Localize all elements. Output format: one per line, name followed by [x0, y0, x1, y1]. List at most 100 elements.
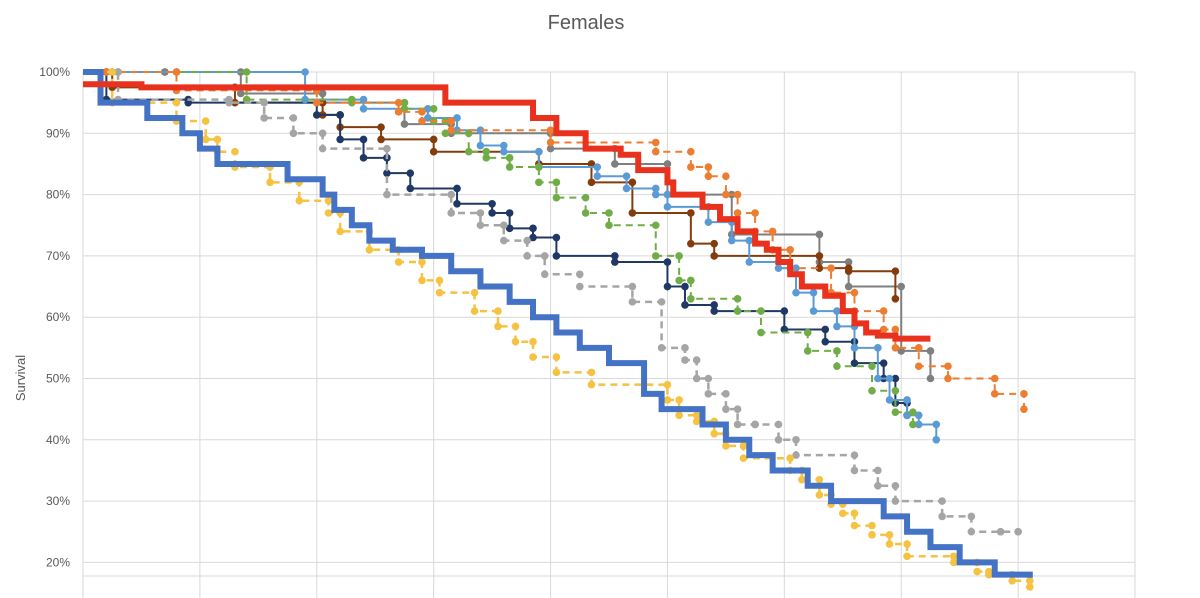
- series-yellow-point: [692, 411, 701, 420]
- series-yellow-point: [850, 509, 859, 518]
- series-brown-point: [628, 209, 637, 217]
- series-yellow-point: [1026, 576, 1034, 585]
- series-green-point: [482, 154, 491, 162]
- series-yellow-point: [692, 417, 701, 426]
- series-gray-dashed-point: [225, 98, 233, 107]
- series-yellow-point: [868, 521, 876, 530]
- series-yellow-point: [470, 288, 479, 297]
- series-brown: [83, 71, 897, 299]
- series-navy-point: [891, 374, 900, 383]
- series-brown-point: [844, 267, 853, 276]
- series-lightblue-point: [704, 218, 713, 226]
- series-gray-dashed-point: [733, 420, 742, 429]
- series-gray-dashed-point: [476, 209, 485, 217]
- series-lightblue-point: [932, 436, 941, 444]
- y-tick-label: 30%: [46, 494, 70, 508]
- series-yellow-point: [885, 540, 894, 548]
- series-gray-dashed-point: [289, 129, 298, 138]
- series-gray-dashed-point: [722, 390, 730, 398]
- series-yellow-point: [552, 353, 561, 361]
- series-navy-point: [710, 301, 718, 309]
- series-green-point: [441, 129, 450, 138]
- series-orange-point: [879, 307, 888, 315]
- series-green-point: [505, 163, 514, 171]
- series-yellow-point: [529, 353, 537, 361]
- series-yellow-point: [108, 68, 117, 76]
- series-yellow-point: [903, 552, 911, 561]
- series-yellow-point: [418, 258, 426, 266]
- series-navy-point: [681, 282, 689, 291]
- series-yellow-point: [663, 396, 672, 404]
- series-gray-dashed-point: [523, 252, 531, 260]
- series-green-point: [581, 209, 590, 217]
- series-yellow-point: [850, 521, 859, 530]
- series-yellow-point: [675, 411, 683, 420]
- series-brown-point: [587, 160, 596, 168]
- series-orange-point: [172, 68, 181, 76]
- series-yellow-point: [494, 322, 502, 331]
- series-lightblue-point: [833, 322, 841, 331]
- series-gray-dashed-point: [774, 436, 783, 444]
- series-yellow-point: [324, 209, 333, 217]
- series-navy-point: [488, 209, 496, 217]
- series-navy-point: [359, 135, 368, 144]
- series-gray-dashed-point: [575, 270, 584, 279]
- series-green-point: [535, 163, 543, 171]
- series-gray-dashed-point: [383, 144, 391, 153]
- series-gray-solid-point: [546, 144, 555, 153]
- series-navy-point: [312, 111, 321, 119]
- series-lightblue-point: [359, 104, 368, 113]
- series-orange-point: [990, 390, 999, 398]
- series-gray-solid-point: [611, 160, 619, 168]
- series-lightblue-point: [874, 344, 882, 352]
- series-navy-point: [821, 337, 830, 346]
- y-axis-title: Survival: [13, 355, 28, 401]
- series-lightblue-point: [651, 184, 660, 193]
- series-gray-dashed-point: [938, 512, 946, 521]
- series-gray-solid-point: [815, 230, 824, 239]
- series-navy-point: [780, 325, 789, 334]
- series-yellow-point: [786, 454, 794, 462]
- series-navy-point: [681, 301, 689, 309]
- series-lightblue-point: [833, 307, 841, 315]
- series-lightblue-point: [792, 264, 800, 272]
- series-green-point: [687, 276, 695, 285]
- series-orange-point: [447, 126, 456, 135]
- series-brown-point: [815, 264, 824, 272]
- series-green-point: [675, 252, 683, 260]
- series-yellow-point: [435, 288, 444, 297]
- series-orange-point: [944, 362, 952, 371]
- series-brown-point: [377, 135, 385, 144]
- series-yellow-point: [587, 380, 596, 389]
- series-gray-dashed-point: [575, 282, 584, 291]
- series-yellow-point: [231, 147, 239, 156]
- series-gray-dashed-point: [476, 221, 485, 230]
- series-navy-point: [406, 169, 415, 177]
- series-lightblue-point: [903, 396, 911, 404]
- series-orange-point: [312, 98, 321, 107]
- series-green-point: [464, 147, 473, 156]
- series-green-point: [733, 307, 742, 315]
- series-lightblue-point: [663, 203, 672, 211]
- series-yellow-point: [815, 491, 824, 499]
- series-navy-point: [505, 224, 514, 233]
- series-green-point: [891, 386, 900, 395]
- series-orange-point: [751, 209, 759, 217]
- series-gray-dashed-point: [704, 390, 713, 398]
- series-gray-dashed-point: [540, 270, 549, 279]
- y-tick-label: 60%: [46, 310, 70, 324]
- series-yellow-point: [985, 570, 993, 579]
- series-navy-point: [359, 154, 368, 162]
- series-orange-point: [733, 190, 742, 199]
- series-lightblue-point: [809, 288, 818, 297]
- series-gray-solid-point: [926, 374, 935, 383]
- series-navy-point: [780, 307, 789, 315]
- series-yellow-point: [868, 531, 876, 539]
- series-green-point: [400, 98, 409, 107]
- series-brown-point: [815, 252, 824, 260]
- series-yellow-point: [336, 227, 344, 236]
- series-gray-dashed-point: [447, 209, 456, 217]
- series-yellow-point: [973, 567, 981, 576]
- series-navy-point: [336, 135, 344, 144]
- series-yellow-point: [470, 307, 479, 315]
